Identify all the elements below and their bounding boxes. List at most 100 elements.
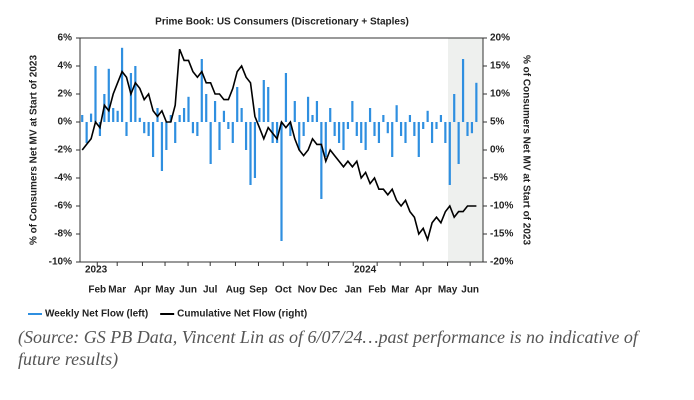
bar [453, 94, 456, 122]
bar [346, 122, 350, 129]
line [81, 48, 477, 243]
y-tick-label: 4% [58, 61, 73, 72]
bar [227, 122, 230, 129]
bar [368, 108, 372, 122]
y2-axis-label: % of Consumers Net MV at Start of 2023 [520, 55, 531, 245]
x-tick-label: Jun [461, 285, 479, 296]
year-label: 2023 [85, 265, 108, 276]
bar [413, 122, 416, 136]
y2-tick-label: -15% [490, 229, 513, 240]
bar [81, 115, 84, 122]
bar [337, 122, 341, 143]
bar [302, 122, 305, 136]
y2-tick-label: 20% [490, 33, 510, 44]
bar [120, 47, 124, 122]
legend-label: Cumulative Net Flow (right) [177, 309, 307, 320]
bar [205, 94, 208, 122]
bar [174, 122, 177, 143]
bar [298, 122, 301, 150]
bar [147, 122, 150, 136]
bar [417, 122, 420, 157]
bar [306, 96, 310, 122]
x-tick-label: Jul [203, 285, 218, 296]
y-tick-label: -8% [54, 229, 72, 240]
y2-tick-label: -10% [490, 201, 513, 212]
bar [156, 108, 159, 122]
bar [466, 122, 469, 136]
bar [351, 101, 354, 122]
bar [169, 115, 172, 122]
bar [377, 122, 381, 143]
y-tick-label: 2% [58, 89, 73, 100]
y2-tick-label: 15% [490, 61, 510, 72]
x-tick-label: Dec [319, 285, 338, 296]
y2-tick-label: 5% [490, 117, 505, 128]
bar [209, 122, 212, 164]
bar [333, 122, 336, 136]
bar [182, 108, 186, 122]
bar [213, 101, 217, 122]
bar [191, 122, 195, 134]
bar [284, 73, 288, 122]
bar [461, 59, 465, 122]
bar [470, 122, 474, 134]
bar [315, 101, 319, 122]
y-tick-label: -6% [54, 201, 72, 212]
bar [275, 122, 279, 143]
bar [342, 122, 345, 150]
bar [329, 108, 332, 122]
x-tick-label: Jun [179, 285, 197, 296]
bar [280, 122, 283, 241]
bar [116, 110, 119, 122]
bar [293, 101, 296, 122]
x-tick-label: Nov [298, 285, 317, 296]
bar [457, 122, 460, 164]
bar [165, 122, 168, 150]
bar [475, 82, 478, 122]
bar [439, 115, 443, 122]
chart: Prime Book: US Consumers (Discretionary … [28, 17, 531, 320]
x-tick-label: May [155, 285, 175, 296]
y-tick-label: -4% [54, 173, 72, 184]
bar [258, 108, 261, 122]
bar [89, 113, 93, 122]
chart-title: Prime Book: US Consumers (Discretionary … [155, 17, 409, 28]
bar [364, 122, 367, 150]
y2-tick-label: -5% [490, 173, 508, 184]
bar [262, 80, 265, 122]
bar [289, 122, 292, 136]
bar [236, 87, 239, 122]
y2-tick-label: -20% [490, 257, 513, 268]
x-tick-label: May [438, 285, 458, 296]
bar [253, 122, 257, 178]
x-tick-label: Feb [88, 285, 106, 296]
bar [200, 59, 203, 122]
bar [129, 73, 133, 122]
bar [399, 122, 403, 136]
bar [231, 122, 234, 143]
bar [143, 122, 146, 134]
bar [178, 115, 181, 122]
bar [134, 66, 137, 122]
bar [426, 110, 429, 122]
bar [435, 122, 438, 129]
bar [222, 110, 226, 122]
x-tick-label: Mar [391, 285, 409, 296]
bar [249, 122, 252, 185]
bar [311, 115, 314, 122]
y-axis-label: % of Consumers Net MV at Start of 2023 [29, 55, 40, 245]
bar [240, 108, 243, 122]
x-tick-label: Aug [226, 285, 245, 296]
bar [320, 122, 323, 199]
year-label: 2024 [354, 265, 377, 276]
bar [355, 122, 358, 136]
bar [324, 122, 327, 157]
y-tick-label: -10% [49, 257, 72, 268]
bar [94, 66, 97, 122]
bar [444, 122, 447, 143]
bar [187, 96, 190, 122]
bar [373, 122, 376, 136]
bar [360, 122, 363, 143]
x-tick-label: Feb [368, 285, 386, 296]
